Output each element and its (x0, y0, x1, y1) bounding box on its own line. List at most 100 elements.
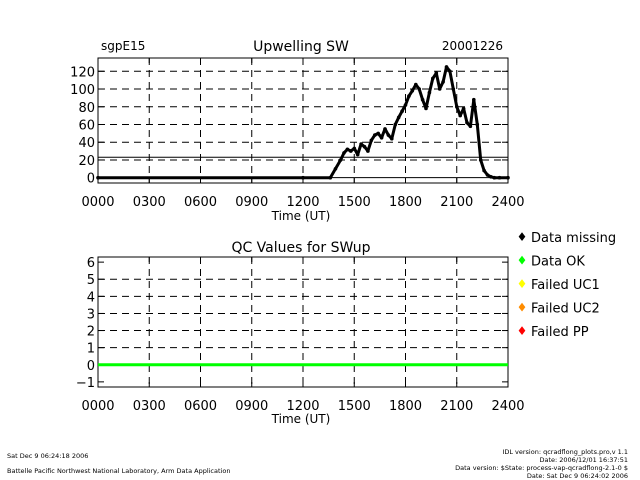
qc-values-chart: QC Values for SWup Time (UT) 0000 0300 060… (76, 240, 525, 426)
y-tick-label: 20 (78, 154, 95, 169)
data-point (301, 175, 305, 180)
y-tick-label: 40 (78, 136, 95, 151)
y-tick-label: 80 (78, 101, 95, 116)
y-tick-label: −1 (76, 376, 95, 391)
footer-idl-date: Date: 2006/12/01 16:37:51 (539, 456, 628, 464)
legend-marker: ♦ (517, 324, 528, 338)
data-point (396, 115, 401, 120)
y-tick-label: 2 (87, 325, 95, 340)
site-label: sgpE15 (101, 39, 145, 53)
x-tick-label: 1200 (286, 195, 319, 210)
x-tick-label: 0300 (133, 195, 166, 210)
y-tick-label: 100 (70, 83, 95, 98)
data-point (96, 175, 100, 180)
data-point (414, 82, 418, 87)
data-point (352, 146, 357, 151)
x-axis-label: Time (UT) (271, 412, 331, 426)
data-point (407, 94, 411, 98)
y-tick-label: 0 (87, 172, 95, 187)
x-tick-label: 0900 (235, 399, 268, 414)
data-point (485, 173, 490, 177)
upwelling-sw-chart: sgpE15 Upwelling SW 20001226 Time (UT) 0… (70, 39, 524, 223)
legend-label: Failed UC1 (531, 278, 600, 293)
legend-label: Failed PP (531, 325, 589, 340)
data-point (349, 149, 353, 153)
plot-frame (97, 256, 509, 388)
data-point (410, 89, 415, 93)
legend-label: Data OK (531, 255, 585, 270)
data-point (434, 71, 439, 75)
x-tick-label: 0300 (133, 399, 166, 414)
data-point (475, 122, 480, 127)
y-tick-label: 4 (87, 290, 95, 305)
x-tick-label: 1800 (389, 195, 422, 210)
footer-organization: Battelle Pacific Northwest National Labo… (7, 467, 231, 475)
legend-marker: ♦ (517, 301, 528, 315)
data-point (373, 133, 377, 137)
x-tick-label: 0000 (81, 195, 114, 210)
x-tick-label: 0900 (235, 195, 268, 210)
data-point (403, 103, 408, 107)
data-point (461, 106, 466, 111)
data-point (383, 127, 387, 131)
data-point (451, 87, 456, 91)
x-tick-label: 1500 (338, 195, 371, 210)
y-tick-label: 6 (87, 256, 95, 271)
data-point (342, 151, 346, 155)
data-point (345, 147, 350, 152)
data-point (455, 105, 459, 109)
data-point (379, 136, 384, 140)
legend-label: Failed UC2 (531, 302, 600, 317)
x-tick-label: 2100 (440, 399, 473, 414)
data-point (465, 120, 469, 125)
legend-label: Data missing (531, 231, 616, 246)
data-series-line (98, 65, 508, 180)
data-point (366, 149, 370, 153)
x-tick-label: 0000 (81, 399, 114, 414)
x-tick-label: 2400 (491, 195, 524, 210)
x-tick-label: 0600 (184, 399, 217, 414)
data-point (420, 97, 425, 102)
data-point (427, 90, 432, 95)
data-point (417, 87, 422, 91)
x-tick-label: 2400 (491, 399, 524, 414)
data-point (400, 109, 404, 113)
footer-data-version: Data version: $State: process-vap-qcradf… (455, 464, 628, 472)
y-tick-label: 1 (87, 342, 95, 357)
data-point (444, 65, 449, 69)
qc-legend: ♦ Data missing♦ Data OK♦ Failed UC1♦ Failed … (517, 230, 616, 340)
data-point (478, 158, 483, 162)
data-point (355, 152, 360, 157)
x-axis-label: Time (UT) (271, 209, 331, 223)
data-point (338, 158, 343, 162)
plot-frame (97, 57, 509, 184)
legend-marker: ♦ (517, 277, 528, 291)
date-label: 20001226 (442, 39, 503, 53)
legend-marker: ♦ (517, 254, 528, 268)
x-tick-label: 1800 (389, 399, 422, 414)
y-tick-label: 60 (78, 118, 95, 133)
data-point (448, 69, 452, 74)
data-point (393, 122, 398, 127)
data-point (369, 138, 374, 143)
data-point (506, 175, 510, 180)
x-tick-label: 1200 (286, 399, 319, 414)
x-tick-label: 1500 (338, 399, 371, 414)
data-point (376, 131, 381, 136)
chart-title: Upwelling SW (253, 39, 349, 55)
data-point (362, 144, 367, 149)
data-point (390, 136, 394, 141)
data-point (328, 175, 333, 180)
data-point (497, 175, 502, 180)
y-tick-label: 120 (70, 65, 95, 80)
y-tick-label: 3 (87, 307, 95, 322)
data-point (489, 175, 493, 179)
footer-data-date: Date: Sat Dec 9 06:24:02 2006 (526, 472, 628, 480)
data-point (458, 113, 463, 118)
data-point (386, 133, 391, 137)
y-tick-label: 5 (87, 273, 95, 288)
data-point (431, 76, 435, 81)
data-point (441, 80, 445, 84)
data-point (424, 106, 428, 111)
